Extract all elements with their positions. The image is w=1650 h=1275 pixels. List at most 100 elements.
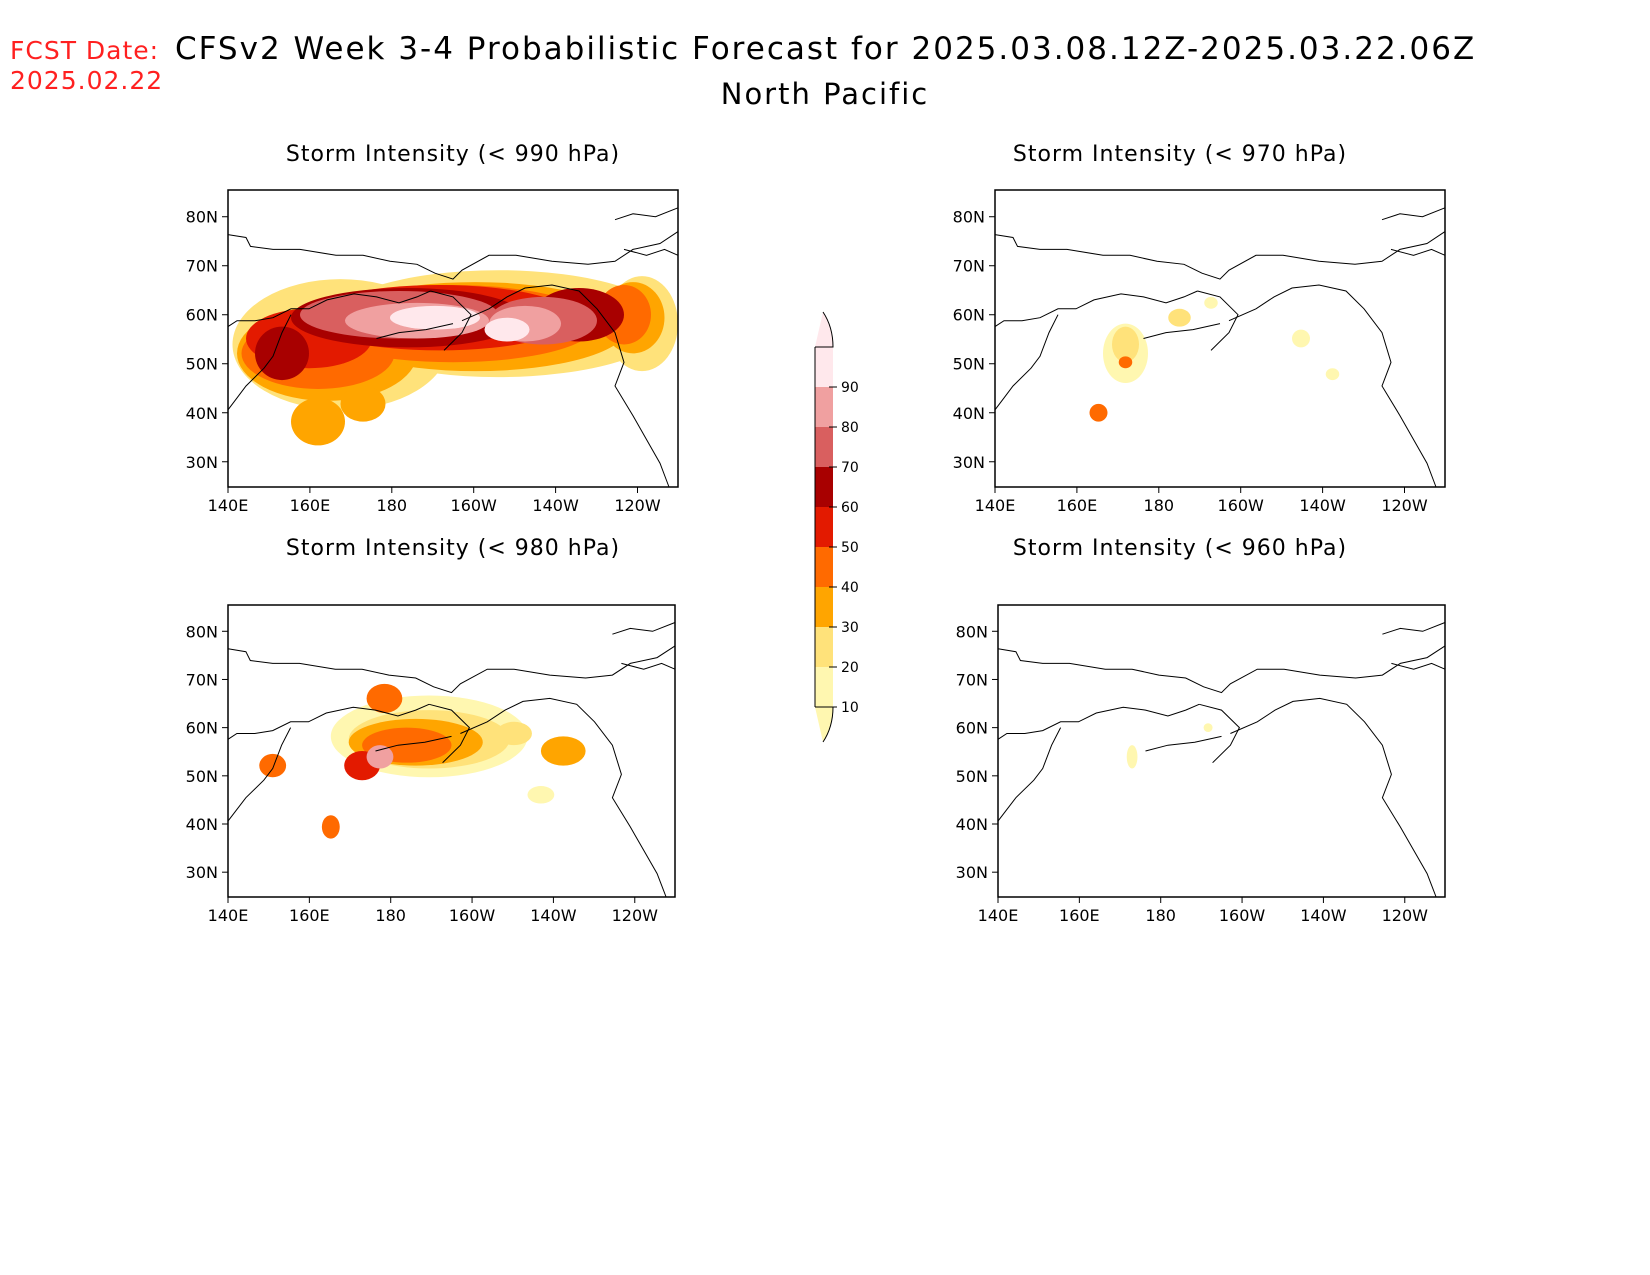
map-panel-p960: 80N 70N 60N 50N 40N 30N 140E 160E 180 160W 140W 120…	[956, 604, 1446, 925]
coastline-segment-5	[1199, 703, 1241, 764]
coastline-segment-7	[1143, 323, 1221, 339]
coastline-segment-0	[997, 645, 1446, 694]
map-panel-p990: 80N 70N 60N 50N 40N 30N 140E 160E 180 160W 140W 120…	[186, 189, 679, 515]
lon-tick-label: 180	[1145, 906, 1176, 925]
lon-tick-label: 160W	[451, 496, 498, 515]
lat-tick-label: 40N	[953, 404, 985, 423]
prob-cell-p960-0	[1126, 745, 1138, 769]
forecast-date-value: 2025.02.22	[10, 66, 164, 95]
prob-cell-p990-19	[484, 317, 530, 342]
lat-tick-label: 50N	[186, 767, 218, 786]
coastline-segment-4	[227, 727, 292, 822]
lon-tick-label: 120W	[612, 906, 659, 925]
lat-tick-label: 60N	[953, 306, 985, 325]
prob-cell-p990-11	[255, 326, 309, 381]
colorbar-swatch-90	[815, 347, 833, 387]
colorbar-label: 40	[841, 580, 859, 596]
colorbar-swatch-60	[815, 467, 833, 507]
prob-cell-p970-3	[1089, 403, 1108, 422]
colorbar-label: 60	[841, 500, 859, 516]
coastline-segment-6	[461, 284, 670, 488]
colorbar-top-tip	[815, 311, 834, 348]
lat-tick-label: 30N	[186, 453, 218, 472]
lon-tick-label: 140W	[1300, 906, 1347, 925]
prob-cell-p970-4	[1168, 308, 1191, 327]
colorbar-swatch-30	[815, 587, 833, 627]
prob-cell-p960-1	[1203, 723, 1213, 733]
prob-cell-p980-8	[259, 753, 287, 778]
panel-title-970: Storm Intensity (< 970 hPa)	[1012, 142, 1348, 167]
panel-frame-p990	[227, 189, 679, 488]
prob-cell-p970-2	[1118, 356, 1133, 369]
coastline-segment-3	[997, 703, 1200, 740]
main-title: CFSv2 Week 3-4 Probabilistic Forecast fo…	[175, 31, 1477, 67]
prob-cell-p980-9	[321, 815, 340, 839]
lon-tick-label: 140E	[978, 906, 1019, 925]
colorbar-label: 50	[841, 540, 859, 556]
colorbar-swatch-70	[815, 427, 833, 467]
lon-tick-label: 160E	[289, 906, 330, 925]
probability-fill-p980	[259, 683, 586, 839]
prob-cell-p970-7	[1325, 368, 1340, 381]
coastline-segment-1	[614, 207, 679, 221]
lat-tick-label: 60N	[956, 719, 988, 738]
colorbar-label: 20	[841, 660, 859, 676]
prob-cell-p990-20	[291, 397, 345, 446]
probability-fill-p970	[1089, 296, 1340, 422]
coastline-p980	[227, 622, 676, 898]
panel-frame-p980	[227, 604, 676, 898]
lat-tick-label: 30N	[953, 453, 985, 472]
coastline-segment-7	[1145, 735, 1222, 752]
colorbar-swatch-20	[815, 627, 833, 667]
lat-tick-label: 30N	[186, 863, 218, 882]
coastline-segment-2	[1390, 248, 1446, 256]
lat-tick-label: 70N	[186, 670, 218, 689]
region-label: North Pacific	[720, 77, 930, 111]
colorbar-label: 10	[841, 700, 859, 716]
map-panel-p970: 80N 70N 60N 50N 40N 30N 140E 160E 180 160W 140W 120…	[953, 189, 1446, 515]
coastline-segment-5	[430, 290, 472, 351]
panel-frame-p960	[997, 604, 1446, 898]
prob-cell-p990-18	[390, 305, 480, 330]
coastline-segment-4	[997, 727, 1062, 822]
prob-cell-p970-6	[1292, 329, 1310, 348]
coastline-segment-5	[428, 703, 471, 764]
lat-tick-label: 50N	[956, 767, 988, 786]
coastline-segment-2	[621, 662, 676, 670]
forecast-date-block: FCST Date: 2025.02.22	[10, 36, 163, 96]
coastline-segment-2	[1391, 662, 1446, 670]
lon-tick-label: 180	[377, 496, 408, 515]
coastline-segment-2	[623, 248, 679, 256]
coastline-segment-5	[1197, 290, 1239, 351]
lat-tick-label: 30N	[956, 863, 988, 882]
prob-cell-p980-11	[366, 683, 403, 714]
coastline-segment-0	[994, 231, 1446, 280]
colorbar-swatch-10	[815, 667, 833, 707]
coastline-segment-6	[1228, 284, 1437, 488]
lat-tick-label: 80N	[956, 622, 988, 641]
region-title: North Pacific	[0, 77, 1650, 111]
colorbar-swatch-40	[815, 547, 833, 587]
panel-title-990: Storm Intensity (< 990 hPa)	[285, 142, 621, 167]
probability-fill-p960	[1126, 723, 1213, 769]
prob-cell-p970-5	[1204, 296, 1218, 309]
lon-tick-label: 180	[375, 906, 406, 925]
colorbar-swatch-50	[815, 507, 833, 547]
lat-tick-label: 40N	[186, 815, 218, 834]
lon-tick-label: 140W	[530, 906, 577, 925]
lon-tick-label: 160E	[1059, 906, 1100, 925]
colorbar-label: 30	[841, 620, 859, 636]
lat-tick-label: 40N	[186, 404, 218, 423]
lat-tick-label: 80N	[186, 622, 218, 641]
lat-tick-label: 70N	[956, 670, 988, 689]
coastline-segment-0	[227, 645, 676, 694]
coastline-segment-3	[227, 703, 430, 740]
colorbar-label: 70	[841, 460, 859, 476]
prob-cell-p970-1	[1112, 326, 1139, 363]
lon-tick-label: 160W	[1219, 906, 1266, 925]
lat-tick-label: 60N	[186, 306, 218, 325]
forecast-date-label: FCST Date:	[10, 36, 160, 65]
lon-tick-label: 160W	[1218, 496, 1265, 515]
coastline-segment-7	[376, 323, 454, 339]
